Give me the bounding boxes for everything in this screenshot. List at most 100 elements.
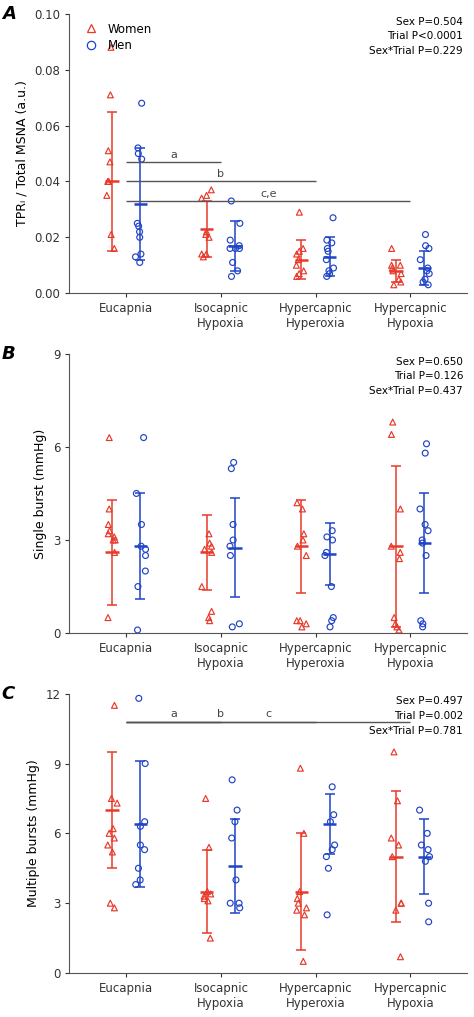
Point (111, 544, 118, 560)
Point (323, 544, 330, 560)
Point (140, 429, 147, 445)
Point (134, 579, 142, 595)
Point (397, 265, 405, 282)
Point (201, 888, 208, 904)
Point (234, 262, 241, 279)
Point (133, 485, 140, 501)
Point (137, 819, 144, 835)
Point (327, 814, 334, 830)
Point (142, 541, 149, 557)
Point (110, 830, 118, 846)
Point (228, 618, 236, 635)
Point (421, 517, 429, 533)
Point (200, 249, 207, 265)
Point (389, 414, 397, 430)
Point (228, 461, 235, 477)
Point (323, 529, 331, 545)
Point (303, 900, 310, 916)
Point (141, 756, 149, 772)
Point (104, 173, 111, 189)
Point (328, 841, 336, 857)
Point (326, 618, 334, 635)
Point (422, 547, 430, 563)
Point (110, 698, 118, 714)
Point (106, 523, 113, 539)
Point (323, 907, 331, 923)
Point (226, 538, 234, 554)
Point (111, 532, 119, 548)
Point (231, 814, 239, 830)
Point (392, 615, 399, 632)
Point (293, 902, 301, 918)
Point (205, 526, 213, 542)
Point (298, 618, 306, 635)
Point (323, 848, 330, 864)
Point (419, 532, 426, 548)
Point (328, 779, 336, 795)
Point (201, 891, 208, 907)
Point (419, 615, 427, 632)
Point (134, 621, 141, 638)
Point (296, 204, 303, 221)
Point (293, 246, 301, 262)
Point (137, 246, 145, 262)
Point (208, 544, 216, 560)
Point (325, 262, 333, 279)
Point (205, 839, 213, 855)
Point (417, 251, 424, 267)
Point (293, 494, 301, 511)
Text: a: a (170, 149, 177, 160)
Point (207, 930, 214, 946)
Point (421, 445, 429, 462)
Point (328, 523, 336, 539)
Point (397, 895, 405, 911)
Point (323, 232, 331, 248)
Point (109, 844, 116, 860)
Point (236, 216, 244, 232)
Point (423, 435, 430, 452)
Point (227, 232, 234, 248)
Point (395, 272, 402, 288)
Point (299, 240, 307, 256)
Point (232, 240, 239, 256)
Point (292, 257, 300, 274)
Text: c: c (265, 710, 271, 719)
Point (425, 265, 433, 282)
Point (295, 265, 303, 282)
Point (137, 517, 145, 533)
Point (425, 895, 432, 911)
Point (390, 743, 398, 760)
Point (136, 224, 143, 240)
Point (135, 691, 143, 707)
Point (325, 860, 332, 877)
Point (418, 837, 425, 853)
Point (328, 532, 336, 548)
Point (421, 853, 429, 870)
Point (228, 772, 236, 788)
Point (103, 187, 110, 203)
Point (331, 837, 338, 853)
Point (134, 139, 142, 156)
Point (202, 790, 210, 806)
Point (135, 218, 142, 234)
Point (323, 268, 330, 285)
Point (206, 535, 213, 551)
Point (236, 615, 243, 632)
Point (328, 579, 335, 595)
Point (141, 814, 148, 830)
Point (389, 260, 396, 277)
Point (205, 229, 213, 245)
Point (227, 895, 234, 911)
Point (229, 532, 237, 548)
Point (293, 612, 301, 629)
Point (110, 900, 118, 916)
Y-axis label: TPRᵢ / Total MSNA (a.u.): TPRᵢ / Total MSNA (a.u.) (16, 80, 29, 227)
Point (198, 579, 206, 595)
Y-axis label: Multiple bursts (mmHg): Multiple bursts (mmHg) (27, 760, 40, 907)
Point (328, 612, 336, 629)
Point (228, 268, 235, 285)
Point (203, 187, 210, 203)
Point (390, 609, 398, 625)
Point (201, 541, 209, 557)
Point (142, 547, 149, 563)
